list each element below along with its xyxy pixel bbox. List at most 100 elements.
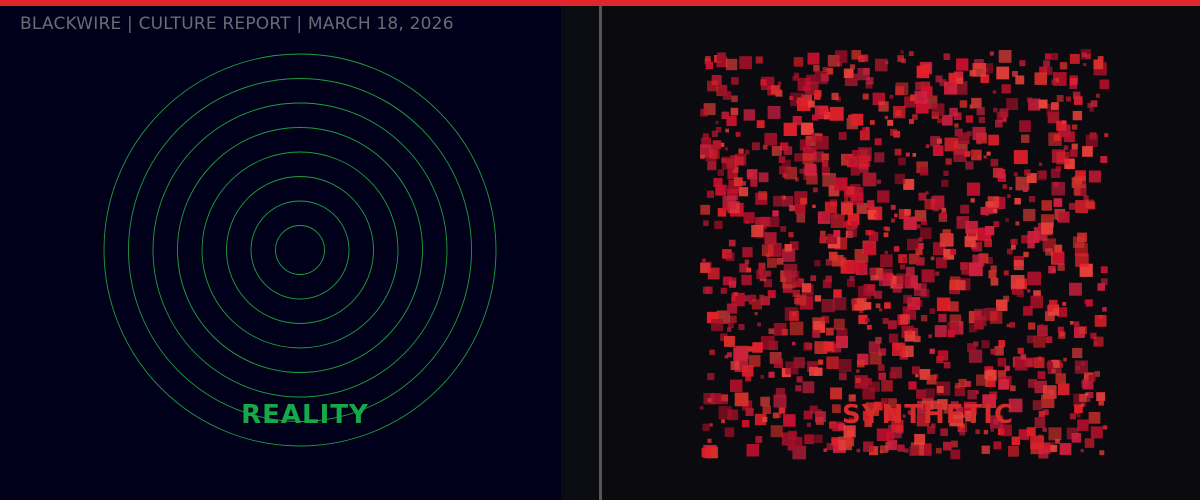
square [1034,72,1047,85]
square [721,111,729,120]
square [771,145,782,156]
square [1094,371,1100,377]
square [810,275,817,281]
square [1054,77,1060,83]
square [756,269,766,280]
square [1069,413,1076,420]
square [1039,442,1051,454]
square [924,199,936,210]
square [948,72,959,83]
square [1028,378,1037,388]
square [751,142,760,151]
square [925,144,930,148]
square [710,393,722,405]
square [987,196,1000,208]
square [707,80,718,92]
square [809,405,818,414]
square [829,106,844,121]
square [981,340,990,349]
square [878,348,887,356]
square [882,318,889,325]
square [980,74,990,84]
square [722,276,732,286]
square [1085,199,1095,209]
square [912,114,918,120]
square [769,352,782,364]
square [1006,248,1013,255]
square [1076,413,1081,418]
square [768,328,775,335]
square [881,398,888,405]
square [947,321,960,334]
square [746,443,760,457]
square [1045,336,1053,343]
square [758,262,766,270]
square [795,294,807,306]
square [814,367,823,376]
square [929,348,935,354]
square [969,104,974,109]
square [978,116,985,123]
square [1009,385,1016,392]
square [735,131,741,137]
square [944,81,957,95]
square [796,376,803,383]
square [897,55,904,62]
square [831,423,840,432]
square [884,302,891,309]
square [764,232,777,245]
square [711,130,718,137]
square [1054,244,1063,253]
square [935,271,940,276]
square [843,425,856,438]
square [1100,278,1108,286]
square [778,156,786,163]
square [1000,424,1012,437]
square [945,158,952,165]
square [923,403,930,411]
square [741,420,750,428]
ring [275,225,325,275]
square [1023,208,1036,222]
square [783,263,798,278]
square [893,246,900,252]
square [847,279,855,287]
square [831,92,839,100]
square [972,63,987,77]
square [700,406,704,410]
square [917,242,924,249]
square [754,413,767,426]
square [815,411,826,423]
square [813,187,818,193]
square [1051,359,1060,368]
square [975,429,981,435]
square [821,211,831,221]
square [1082,146,1093,157]
square [804,434,814,445]
square [903,216,917,230]
panel-divider [599,6,602,500]
square [971,97,982,109]
square [868,268,876,276]
ring [250,200,350,300]
square [820,73,830,82]
square [1002,117,1007,122]
square [972,126,986,141]
square [865,230,871,236]
square [760,396,770,407]
square [947,329,956,338]
square [849,275,855,281]
square [755,217,762,225]
square [792,289,800,297]
square [996,66,1010,80]
square [930,256,935,261]
square [862,93,869,100]
square [773,358,784,368]
square [976,107,985,116]
square [1085,299,1093,307]
square [977,154,982,159]
square [1061,120,1066,124]
square [936,386,944,393]
square [850,64,856,70]
square [833,318,845,330]
